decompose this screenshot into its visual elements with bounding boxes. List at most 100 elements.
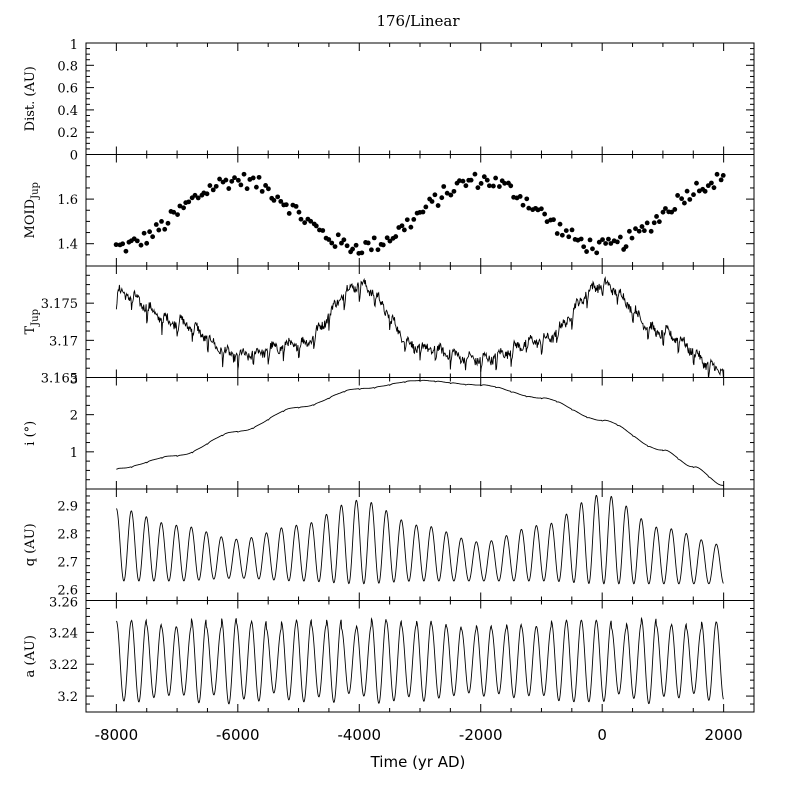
moid-point [204, 191, 210, 197]
moid-point [617, 234, 623, 240]
moid-point [223, 177, 229, 183]
panels: 0 0.2 0.4 0.6 0.8 1 Dist. (AU) 1.4 1.6 MOIDJup 3.1… [23, 38, 755, 713]
moid-point [639, 224, 645, 229]
moid-point [441, 184, 447, 189]
moid-point [614, 239, 620, 245]
moid-point [451, 188, 457, 194]
moid-point [186, 199, 192, 205]
moid-point [229, 178, 235, 184]
panel-dist: 0 0.2 0.4 0.6 0.8 1 Dist. (AU) [23, 38, 755, 164]
moid-point [302, 220, 308, 226]
moid-point [682, 200, 687, 206]
moid-point [138, 242, 144, 248]
moid-point [401, 227, 407, 233]
moid-point [253, 184, 259, 190]
moid-point [120, 241, 126, 247]
x-tick-label: -2000 [459, 726, 503, 744]
moid-point [596, 239, 602, 245]
panel-frame [85, 265, 755, 378]
moid-point [213, 183, 219, 189]
series-moid [113, 171, 726, 256]
moid-point [298, 216, 304, 222]
moid-point [468, 177, 474, 183]
moid-point [320, 228, 326, 233]
moid-point [113, 242, 119, 248]
moid-point [429, 199, 435, 204]
moid-point [165, 220, 171, 226]
moid-point [463, 183, 469, 189]
moid-point [259, 188, 265, 194]
moid-point [566, 234, 572, 240]
moid-point [217, 176, 222, 182]
moid-point [266, 186, 271, 192]
moid-point [542, 211, 548, 217]
moid-point [344, 243, 350, 249]
moid-point [235, 177, 241, 183]
x-axis-label: Time (yr AD) [370, 753, 466, 771]
moid-point [399, 223, 405, 229]
y-axis-label: q (AU) [23, 523, 38, 566]
y-tick-label: 3.165 [41, 372, 78, 387]
moid-point [156, 227, 162, 233]
moid-point [472, 171, 478, 177]
y-tick-label: 3.2 [57, 690, 78, 705]
moid-point [256, 174, 262, 180]
moid-point [694, 180, 699, 186]
moid-point [524, 196, 530, 202]
moid-point [308, 218, 314, 224]
panel-a: 3.2 3.22 3.24 3.26 a (AU) [23, 596, 755, 713]
moid-point [387, 238, 393, 244]
moid-point [448, 192, 454, 198]
moid-point [603, 241, 609, 246]
moid-point [651, 220, 657, 226]
moid-point [490, 183, 496, 189]
moid-point [569, 227, 575, 233]
moid-point [423, 204, 429, 210]
y-tick-label: 0 [70, 149, 78, 164]
moid-point [296, 209, 302, 215]
moid-point [195, 195, 201, 201]
moid-point [293, 203, 299, 209]
series-line [115, 275, 724, 378]
moid-point [380, 242, 386, 248]
moid-point [606, 236, 611, 242]
moid-point [286, 211, 292, 216]
moid-point [626, 228, 632, 234]
moid-point [559, 232, 565, 238]
y-tick-label: 1.4 [57, 238, 78, 253]
moid-point [404, 217, 410, 223]
moid-point [335, 232, 341, 238]
x-axis: -8000 -6000 -4000 -2000 0 2000 [95, 726, 743, 744]
y-tick-label: 2.8 [57, 528, 78, 543]
moid-point [702, 188, 708, 194]
moid-point [654, 214, 659, 219]
moid-point [278, 198, 284, 204]
moid-point [339, 240, 344, 246]
panel-incl: 1 2 3 i (°) [23, 373, 755, 490]
moid-point [147, 229, 153, 235]
moid-point [460, 178, 466, 184]
moid-point [600, 237, 605, 243]
moid-point [329, 240, 335, 246]
moid-point [283, 202, 289, 208]
y-tick-label: 3.17 [49, 334, 78, 349]
moid-point [663, 206, 668, 211]
series-a [116, 616, 724, 705]
moid-point [241, 171, 247, 177]
moid-point [554, 231, 560, 236]
moid-point [444, 190, 450, 196]
moid-point [123, 248, 129, 254]
moid-point [684, 188, 690, 194]
moid-point [508, 183, 514, 189]
moid-point [551, 217, 556, 223]
y-tick-label: 2 [70, 409, 78, 424]
moid-point [481, 174, 487, 180]
moid-point [192, 192, 198, 198]
moid-point [648, 228, 654, 234]
y-tick-label: 1 [70, 38, 78, 53]
moid-point [432, 192, 438, 198]
moid-point [411, 217, 417, 222]
moid-point [350, 246, 356, 252]
moid-point [181, 205, 186, 211]
